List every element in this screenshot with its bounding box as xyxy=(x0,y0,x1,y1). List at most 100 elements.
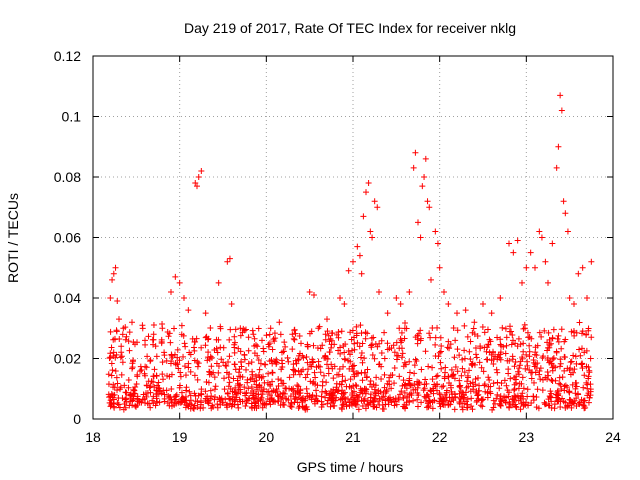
data-point xyxy=(211,347,218,354)
data-point xyxy=(179,395,186,402)
data-point xyxy=(461,347,468,354)
data-point xyxy=(363,373,370,380)
data-point xyxy=(254,352,261,359)
data-point xyxy=(324,400,331,407)
data-point xyxy=(477,345,484,352)
data-point xyxy=(413,357,420,364)
data-point xyxy=(380,389,387,396)
data-point xyxy=(145,333,152,340)
data-point xyxy=(546,402,553,409)
data-point xyxy=(404,393,411,400)
data-point xyxy=(387,396,394,403)
data-point xyxy=(159,371,166,378)
data-point xyxy=(164,372,171,379)
data-point xyxy=(261,379,268,386)
data-point xyxy=(192,180,199,187)
data-point xyxy=(373,374,380,381)
data-point xyxy=(506,357,513,364)
data-point xyxy=(450,325,457,332)
data-point xyxy=(155,379,162,386)
data-point xyxy=(293,360,300,367)
data-point xyxy=(226,255,233,262)
x-tick-label: 23 xyxy=(519,429,535,445)
data-point xyxy=(438,365,445,372)
data-point xyxy=(122,389,129,396)
data-point xyxy=(232,366,239,373)
data-point xyxy=(126,347,133,354)
data-point xyxy=(454,327,461,334)
data-point xyxy=(367,377,374,384)
data-point xyxy=(138,399,145,406)
data-point xyxy=(340,343,347,350)
data-point xyxy=(267,382,274,389)
data-point xyxy=(260,345,267,352)
data-point xyxy=(186,388,193,395)
data-point xyxy=(360,213,367,220)
data-point xyxy=(231,344,238,351)
data-point xyxy=(290,366,297,373)
data-point xyxy=(481,381,488,388)
data-point xyxy=(461,322,468,329)
data-point xyxy=(224,258,231,265)
data-point xyxy=(130,396,137,402)
data-point xyxy=(215,336,222,343)
data-point xyxy=(313,392,320,399)
data-point xyxy=(509,332,516,339)
data-point xyxy=(105,391,112,398)
data-point xyxy=(210,403,217,410)
data-point xyxy=(381,329,388,336)
data-point xyxy=(575,270,582,277)
data-point xyxy=(371,389,378,396)
data-point xyxy=(401,401,408,408)
data-point xyxy=(468,361,475,368)
data-point xyxy=(114,400,121,407)
data-point xyxy=(511,385,518,392)
data-point xyxy=(474,392,481,399)
data-point xyxy=(415,382,422,389)
data-point xyxy=(527,249,534,256)
data-point xyxy=(481,329,488,336)
data-point xyxy=(560,198,567,205)
data-point xyxy=(319,378,326,385)
data-point xyxy=(195,174,202,180)
data-point xyxy=(353,383,360,390)
data-point xyxy=(288,386,295,393)
data-point xyxy=(439,400,446,407)
data-point xyxy=(467,388,474,395)
data-point xyxy=(178,389,185,396)
data-point xyxy=(210,369,217,376)
data-point xyxy=(573,395,580,402)
data-point xyxy=(119,331,126,338)
data-point xyxy=(251,378,258,385)
data-point xyxy=(464,372,471,379)
data-point xyxy=(347,376,354,383)
data-point xyxy=(452,337,459,344)
data-point xyxy=(160,376,167,383)
data-point xyxy=(143,364,150,371)
data-point xyxy=(118,343,125,350)
data-point xyxy=(476,382,483,389)
data-point xyxy=(339,401,346,408)
data-point xyxy=(536,371,543,378)
data-point xyxy=(154,391,161,398)
data-point xyxy=(425,363,432,370)
data-point xyxy=(412,356,419,363)
data-point xyxy=(341,389,348,396)
data-point xyxy=(581,397,588,404)
data-point xyxy=(330,402,337,409)
data-point xyxy=(576,319,583,326)
data-point xyxy=(190,405,197,412)
data-point xyxy=(481,382,488,389)
data-point xyxy=(111,391,118,398)
data-point xyxy=(243,399,250,406)
data-point xyxy=(244,376,251,383)
data-point xyxy=(171,351,178,358)
data-point xyxy=(247,376,254,383)
data-point xyxy=(152,402,159,409)
data-point xyxy=(513,404,520,411)
data-point xyxy=(226,395,233,402)
data-point xyxy=(369,234,376,241)
data-point xyxy=(374,204,381,211)
data-point xyxy=(325,332,332,339)
data-point xyxy=(421,381,428,388)
